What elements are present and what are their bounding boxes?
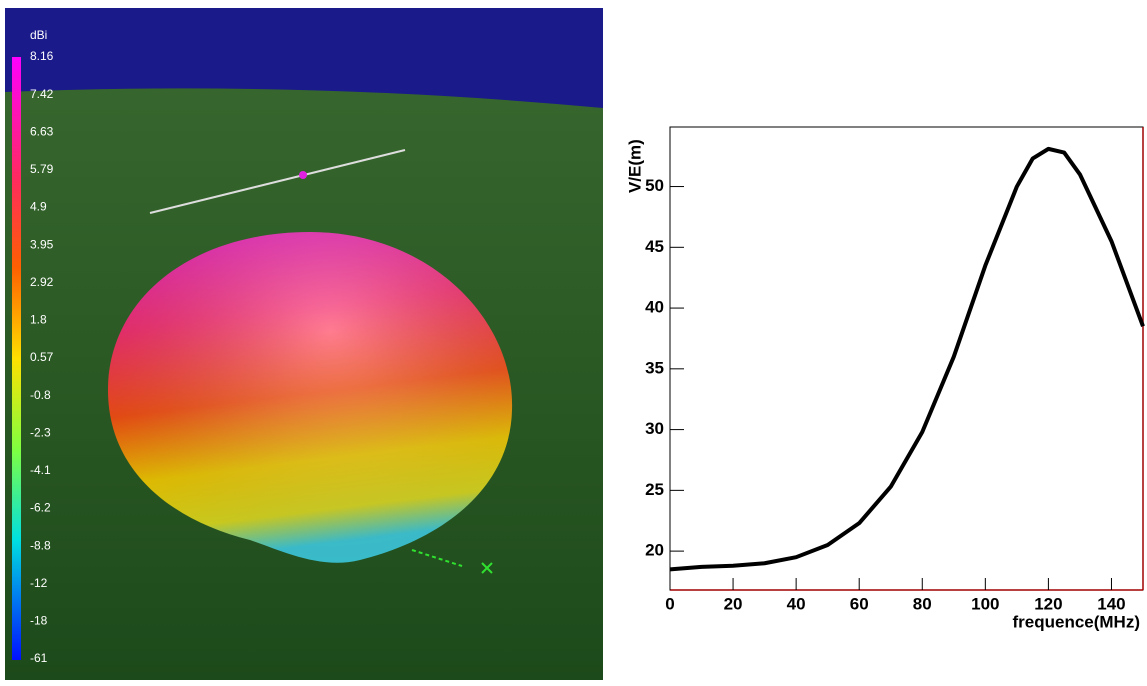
scale-label: -12 bbox=[30, 576, 48, 590]
scale-label: -61 bbox=[30, 651, 48, 665]
x-tick-label: 140 bbox=[1097, 594, 1125, 613]
x-tick-label: 100 bbox=[971, 594, 999, 613]
x-tick-label: 0 bbox=[665, 594, 674, 613]
scale-label: 6.63 bbox=[30, 124, 54, 138]
scale-label: -18 bbox=[30, 614, 48, 628]
x-tick-label: 20 bbox=[724, 594, 743, 613]
lobe-shading bbox=[108, 232, 513, 563]
x-axis-title: frequence(MHz) bbox=[1012, 612, 1140, 631]
axis-arrow bbox=[411, 549, 463, 567]
unit-label: dBi bbox=[30, 28, 47, 42]
axis-x-marker bbox=[481, 562, 493, 574]
scale-label: 1.8 bbox=[30, 313, 47, 327]
scale-label: 4.9 bbox=[30, 200, 47, 214]
y-tick-label: 20 bbox=[645, 541, 664, 560]
y-tick-label: 45 bbox=[645, 237, 664, 256]
scale-label: -6.2 bbox=[30, 501, 51, 515]
y-tick-label: 40 bbox=[645, 298, 664, 317]
y-tick-label: 25 bbox=[645, 480, 664, 499]
x-tick-label: 120 bbox=[1034, 594, 1062, 613]
scale-label: -0.8 bbox=[30, 388, 51, 402]
scale-label: -2.3 bbox=[30, 425, 51, 439]
sky bbox=[5, 8, 603, 108]
y-tick-label: 30 bbox=[645, 419, 664, 438]
y-tick-label: 35 bbox=[645, 358, 664, 377]
scale-label: 3.95 bbox=[30, 237, 54, 251]
x-tick-label: 60 bbox=[850, 594, 869, 613]
data-line bbox=[669, 146, 1145, 572]
scale-label: 7.42 bbox=[30, 87, 54, 101]
line-chart: V/E(m) frequence(MHz) 0 20 40 60 80 100 120 140… bbox=[625, 126, 1145, 631]
scale-label: 2.92 bbox=[30, 275, 54, 289]
antenna bbox=[149, 149, 406, 214]
color-scale bbox=[12, 57, 21, 660]
x-tick-label: 40 bbox=[787, 594, 806, 613]
scale-label: -4.1 bbox=[30, 463, 51, 477]
scale-label: -8.8 bbox=[30, 538, 51, 552]
x-tick-label: 80 bbox=[913, 594, 932, 613]
y-tick-label: 50 bbox=[645, 176, 664, 195]
feed-point bbox=[299, 171, 307, 179]
scale-label: 0.57 bbox=[30, 350, 54, 364]
y-axis-title: V/E(m) bbox=[625, 139, 644, 193]
scale-label: 5.79 bbox=[30, 162, 54, 176]
plot-frame bbox=[669, 126, 1144, 591]
radiation-view: dBi bbox=[5, 8, 603, 680]
scale-label: 8.16 bbox=[30, 49, 54, 63]
